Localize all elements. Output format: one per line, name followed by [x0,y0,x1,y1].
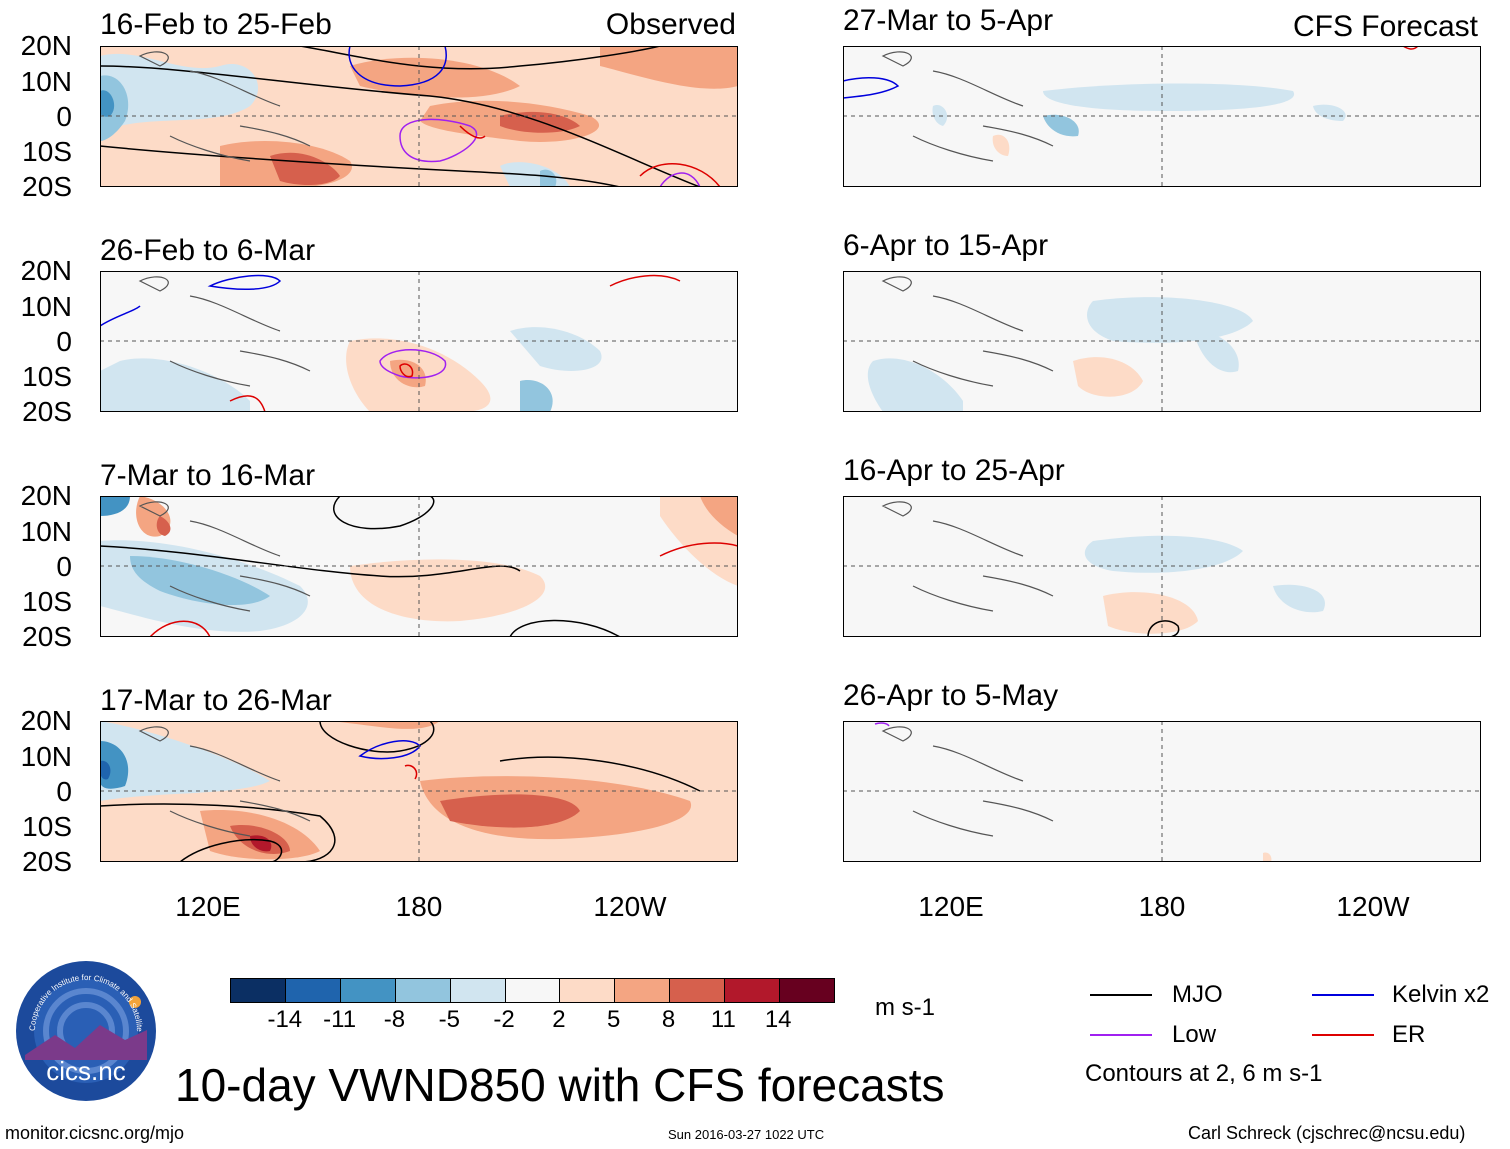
logo-text: cics.nc [46,1056,125,1086]
colorbar-swatch [339,979,395,1002]
lat-label: 0 [56,101,72,132]
lat-label: 10N [20,741,72,772]
lon-label-obs: 120W [593,891,667,922]
lat-label: 10S [22,136,72,167]
panel-title-obs-3: 7-Mar to 16-Mar [100,459,316,492]
colorbar-units: m s-1 [875,994,935,1021]
panel-title-fc-1: 27-Mar to 5-Apr [843,4,1054,37]
lat-label: 10N [20,66,72,97]
lon-label-obs: 180 [395,891,443,922]
map-panel-obs-3 [100,496,738,637]
low-legend-label: Low [1172,1021,1217,1048]
panel-title-obs-2: 26-Feb to 6-Mar [100,234,316,267]
map-panel-obs-1 [100,46,738,187]
colorbar-tick-label: -11 [323,1006,357,1033]
low-legend-line [1090,1034,1152,1036]
colorbar-swatch [284,979,340,1002]
lat-label: 20S [22,621,72,652]
lat-label: 0 [56,551,72,582]
main-title: 10-day VWND850 with CFS forecasts [175,1059,945,1111]
footer-url: monitor.cicsnc.org/mjo [5,1123,185,1143]
map-panel-obs-4 [100,721,738,862]
colorbar-swatch [614,979,670,1002]
panel-title-obs-4: 17-Mar to 26-Mar [100,684,332,717]
cicsnc-logo: Cooperative Institute for Climate and Sa… [15,960,156,1101]
colorbar-swatch [669,979,725,1002]
lat-label: 20S [22,396,72,427]
lat-label: 10S [22,586,72,617]
panel-title-fc-4: 26-Apr to 5-May [843,679,1059,712]
map-panel-fc-4 [843,721,1481,862]
lon-label-obs: 120E [175,891,241,922]
colorbar-tick-label: -8 [383,1006,406,1033]
colorbar-tick-label: 2 [552,1006,566,1033]
panel-title-fc-2: 6-Apr to 15-Apr [843,229,1049,262]
colorbar-tick-label: -2 [493,1006,515,1033]
lat-label: 10N [20,291,72,322]
colorbar-swatch [559,979,615,1002]
lat-label: 20N [20,705,72,736]
lat-label: 0 [56,776,72,807]
observed-label: Observed [605,8,736,41]
colorbar-tick-label: 8 [661,1006,676,1033]
colorbar-tick-label: -5 [438,1006,460,1033]
lat-label: 20N [20,480,72,511]
footer-author: Carl Schreck (cjschrec@ncsu.edu) [1188,1123,1466,1143]
contours-note: Contours at 2, 6 m s-1 [1085,1060,1323,1087]
footer-timestamp: Sun 2016-03-27 1022 UTC [668,1127,825,1142]
kelvin-legend-line [1312,994,1374,996]
lon-label-fc: 120E [918,891,984,922]
colorbar-swatch [724,979,780,1002]
colorbar-swatch [449,979,505,1002]
map-panel-fc-3 [843,496,1481,637]
mjo-legend-label: MJO [1172,981,1223,1008]
er-legend-line [1312,1034,1374,1036]
lat-label: 20S [22,171,72,202]
colorbar-tick-label: 14 [764,1006,792,1033]
er-legend-label: ER [1392,1021,1426,1048]
map-panel-obs-2 [100,271,738,412]
colorbar-tick-label: -14 [267,1006,303,1033]
colorbar-tick-label: 5 [607,1006,621,1033]
panel-title-obs-1: 16-Feb to 25-Feb [100,8,332,41]
lon-label-fc: 180 [1138,891,1186,922]
lat-label: 20N [20,30,72,61]
colorbar-swatch [779,979,834,1002]
forecast-label: CFS Forecast [1292,10,1478,43]
lat-label: 10N [20,516,72,547]
panel-title-fc-3: 16-Apr to 25-Apr [843,454,1065,487]
kelvin-legend-label: Kelvin x2 [1392,981,1490,1008]
colorbar-swatch [394,979,450,1002]
colorbar-swatch [504,979,560,1002]
map-panel-fc-2 [843,271,1481,412]
colorbar-tick-label: 11 [710,1006,736,1033]
lat-label: 10S [22,361,72,392]
lon-label-fc: 120W [1336,891,1410,922]
mjo-legend-line [1090,994,1152,996]
lat-label: 10S [22,811,72,842]
map-panel-fc-1 [843,46,1481,187]
colorbar-swatch [231,979,285,1002]
lat-label: 20N [20,255,72,286]
lat-label: 0 [56,326,72,357]
lat-label: 20S [22,846,72,877]
colorbar [230,978,835,1003]
